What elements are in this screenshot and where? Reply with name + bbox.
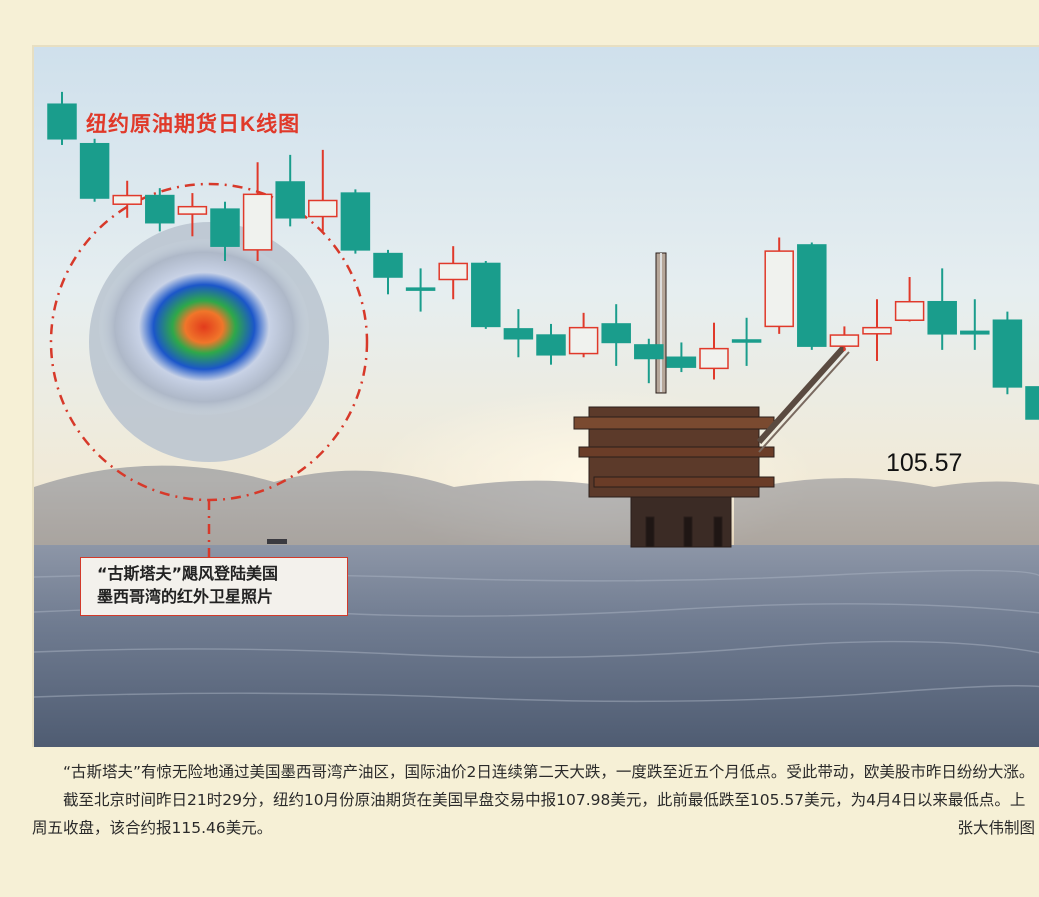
satellite-callout: “古斯塔夫”飓风登陆美国 墨西哥湾的红外卫星照片 <box>80 557 348 616</box>
callout-line-2: 墨西哥湾的红外卫星照片 <box>97 587 274 606</box>
candle-body <box>47 103 77 140</box>
candle-body <box>275 181 305 219</box>
candle-body <box>731 339 762 343</box>
candle-body <box>960 330 990 335</box>
candle-body <box>112 194 142 205</box>
caption-paragraph-2: 截至北京时间昨日21时29分，纽约10月份原油期货在美国早盘交易中报107.98… <box>32 786 1039 842</box>
satellite-storm-image <box>49 182 369 557</box>
candle-body <box>797 244 827 347</box>
candle-body <box>568 326 599 355</box>
candle-body <box>471 262 501 328</box>
candle-body <box>894 300 925 321</box>
oil-platform-illustration <box>573 252 850 548</box>
caption-credit: 张大伟制图 <box>957 819 1035 837</box>
candle-body <box>438 262 468 281</box>
last-price-label: 105.57 <box>886 449 963 477</box>
candle-body <box>242 193 273 251</box>
candle-body <box>503 328 534 340</box>
candle-body <box>340 192 371 251</box>
news-photo: 纽约原油期货日K线图 105.57 “古斯塔夫”飓风登陆美国 墨西哥湾的红外卫星… <box>32 45 1039 747</box>
candle-body <box>536 334 566 356</box>
caption: “古斯塔夫”有惊无险地通过美国墨西哥湾产油区，国际油价2日连续第二天大跌，一度跌… <box>32 758 1039 842</box>
candle-body <box>601 323 631 344</box>
candle-body <box>177 205 208 215</box>
candle-body <box>764 250 794 328</box>
candle-body <box>210 208 240 247</box>
candle-body <box>405 287 436 291</box>
candle-body <box>79 142 110 199</box>
candle-body <box>1025 386 1039 420</box>
candle-body <box>829 334 860 347</box>
candle-body <box>927 300 957 335</box>
candle-body <box>992 319 1023 388</box>
chart-title: 纽约原油期货日K线图 <box>86 113 301 136</box>
caption-paragraph-1: “古斯塔夫”有惊无险地通过美国墨西哥湾产油区，国际油价2日连续第二天大跌，一度跌… <box>63 763 1035 781</box>
candle-body <box>666 356 697 368</box>
candlestick-chart <box>47 91 1039 420</box>
candle-body <box>862 326 892 335</box>
candle-body <box>699 347 729 370</box>
candle-body <box>634 344 664 360</box>
candle-body <box>373 252 403 278</box>
candle-body <box>308 199 338 218</box>
caption-paragraph-2-text: 截至北京时间昨日21时29分，纽约10月份原油期货在美国早盘交易中报107.98… <box>32 791 1026 837</box>
candle-body <box>145 194 175 224</box>
callout-line-1: “古斯塔夫”飓风登陆美国 <box>97 564 279 583</box>
photo-scene <box>34 47 1039 747</box>
